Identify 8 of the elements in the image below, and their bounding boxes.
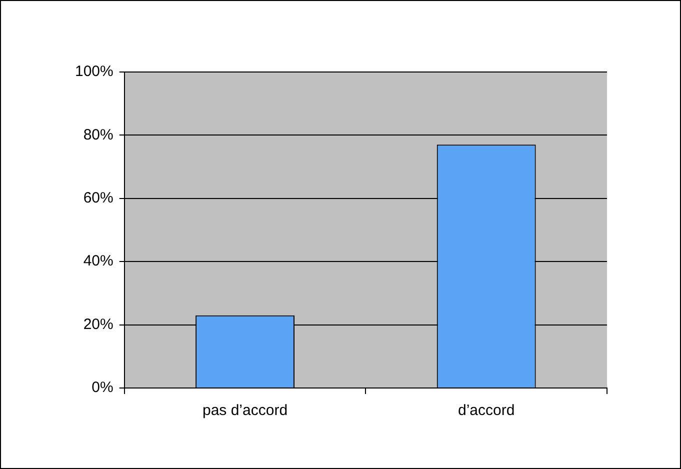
y-tick-label: 60% bbox=[83, 190, 114, 207]
y-tick-label: 20% bbox=[83, 316, 114, 333]
y-tick-label: 40% bbox=[83, 252, 114, 270]
x-tick-label: d’accord bbox=[458, 402, 515, 420]
x-tick-label: pas d’accord bbox=[202, 402, 288, 420]
y-tick-label: 100% bbox=[74, 63, 114, 80]
y-tick-label: 80% bbox=[83, 126, 114, 144]
y-tick-label: 0% bbox=[92, 379, 114, 396]
